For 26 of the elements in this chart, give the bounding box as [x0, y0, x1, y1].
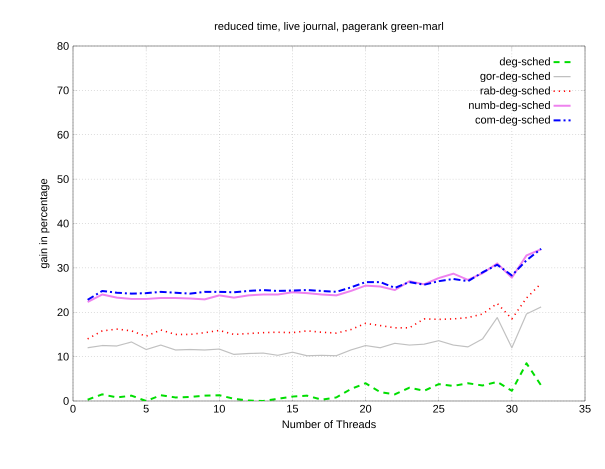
x-tick-label: 5	[144, 404, 149, 412]
legend-label: com-deg-sched	[476, 116, 550, 126]
legend-label: gor-deg-sched	[480, 72, 550, 82]
x-tick-label: 30	[506, 404, 518, 413]
legend-label: numb-deg-sched	[469, 100, 550, 112]
line-series	[87, 306, 542, 356]
chart-title: reduced time, live journal, pagerank green-marl	[214, 22, 444, 32]
y-tick-label: 10	[58, 352, 69, 361]
y-tick-label: 40	[57, 220, 69, 228]
y-tick-label: 60	[58, 130, 69, 139]
y-tick-label: 50	[57, 175, 69, 184]
x-tick-label: 35	[579, 404, 591, 413]
legend-label: rab-deg-sched	[480, 86, 550, 97]
y-tick-label: 0	[63, 397, 69, 405]
y-axis-title: gain in percentage	[39, 178, 50, 268]
x-axis-title: Number of Threads	[282, 420, 376, 428]
x-tick-label: 25	[433, 404, 444, 413]
legend-label: deg-sched	[500, 57, 550, 68]
y-tick-label: 30	[57, 264, 69, 272]
x-tick-label: 15	[287, 404, 298, 412]
x-tick-label: 0	[70, 404, 76, 413]
x-tick-label: 10	[214, 404, 225, 413]
y-tick-label: 20	[58, 308, 69, 316]
y-tick-label: 80	[57, 42, 69, 50]
y-tick-label: 70	[58, 86, 69, 94]
x-tick-label: 20	[360, 404, 372, 413]
